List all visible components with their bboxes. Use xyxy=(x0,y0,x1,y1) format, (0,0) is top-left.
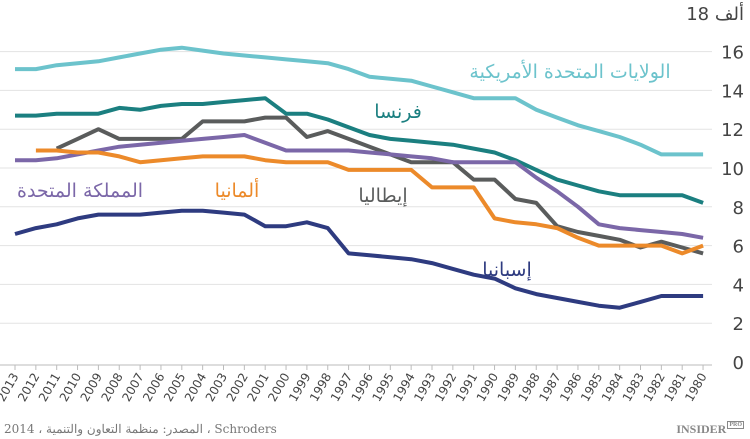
y-tick-label: 14 xyxy=(721,81,744,102)
y-tick-label: 18 ألف xyxy=(686,2,744,25)
series-label: إسبانيا xyxy=(482,259,532,282)
series-line xyxy=(15,96,704,205)
y-tick-label: 8 xyxy=(733,198,744,219)
series-label: إيطاليا xyxy=(358,185,407,208)
series-label: الولايات المتحدة الأمريكية xyxy=(469,60,670,83)
y-tick-label: 6 xyxy=(733,237,744,258)
series-line xyxy=(55,115,704,256)
series-label: فرنسا xyxy=(374,101,422,123)
series-label: ألمانيا xyxy=(215,178,260,202)
y-tick-label: 10 xyxy=(721,159,744,180)
x-tick-label: 1980 xyxy=(682,371,709,404)
series-line xyxy=(15,45,704,157)
y-tick-label: 0 xyxy=(733,353,744,374)
logo-text: INSIDER xyxy=(676,422,727,436)
source-note: المصدر: منظمة التعاون والتنمية ، 2014 ، … xyxy=(4,422,277,436)
y-tick-label: 12 xyxy=(721,120,744,141)
y-tick-label: 2 xyxy=(733,314,744,335)
y-tick-label: 4 xyxy=(733,275,744,296)
insider-pro-logo: INSIDER PRO xyxy=(676,421,744,437)
logo-badge: PRO xyxy=(727,421,744,429)
y-tick-label: 16 xyxy=(721,43,744,64)
series-line xyxy=(15,133,704,240)
series-line xyxy=(14,208,704,310)
series-line xyxy=(35,148,704,256)
series-label: المملكة المتحدة xyxy=(17,180,143,202)
